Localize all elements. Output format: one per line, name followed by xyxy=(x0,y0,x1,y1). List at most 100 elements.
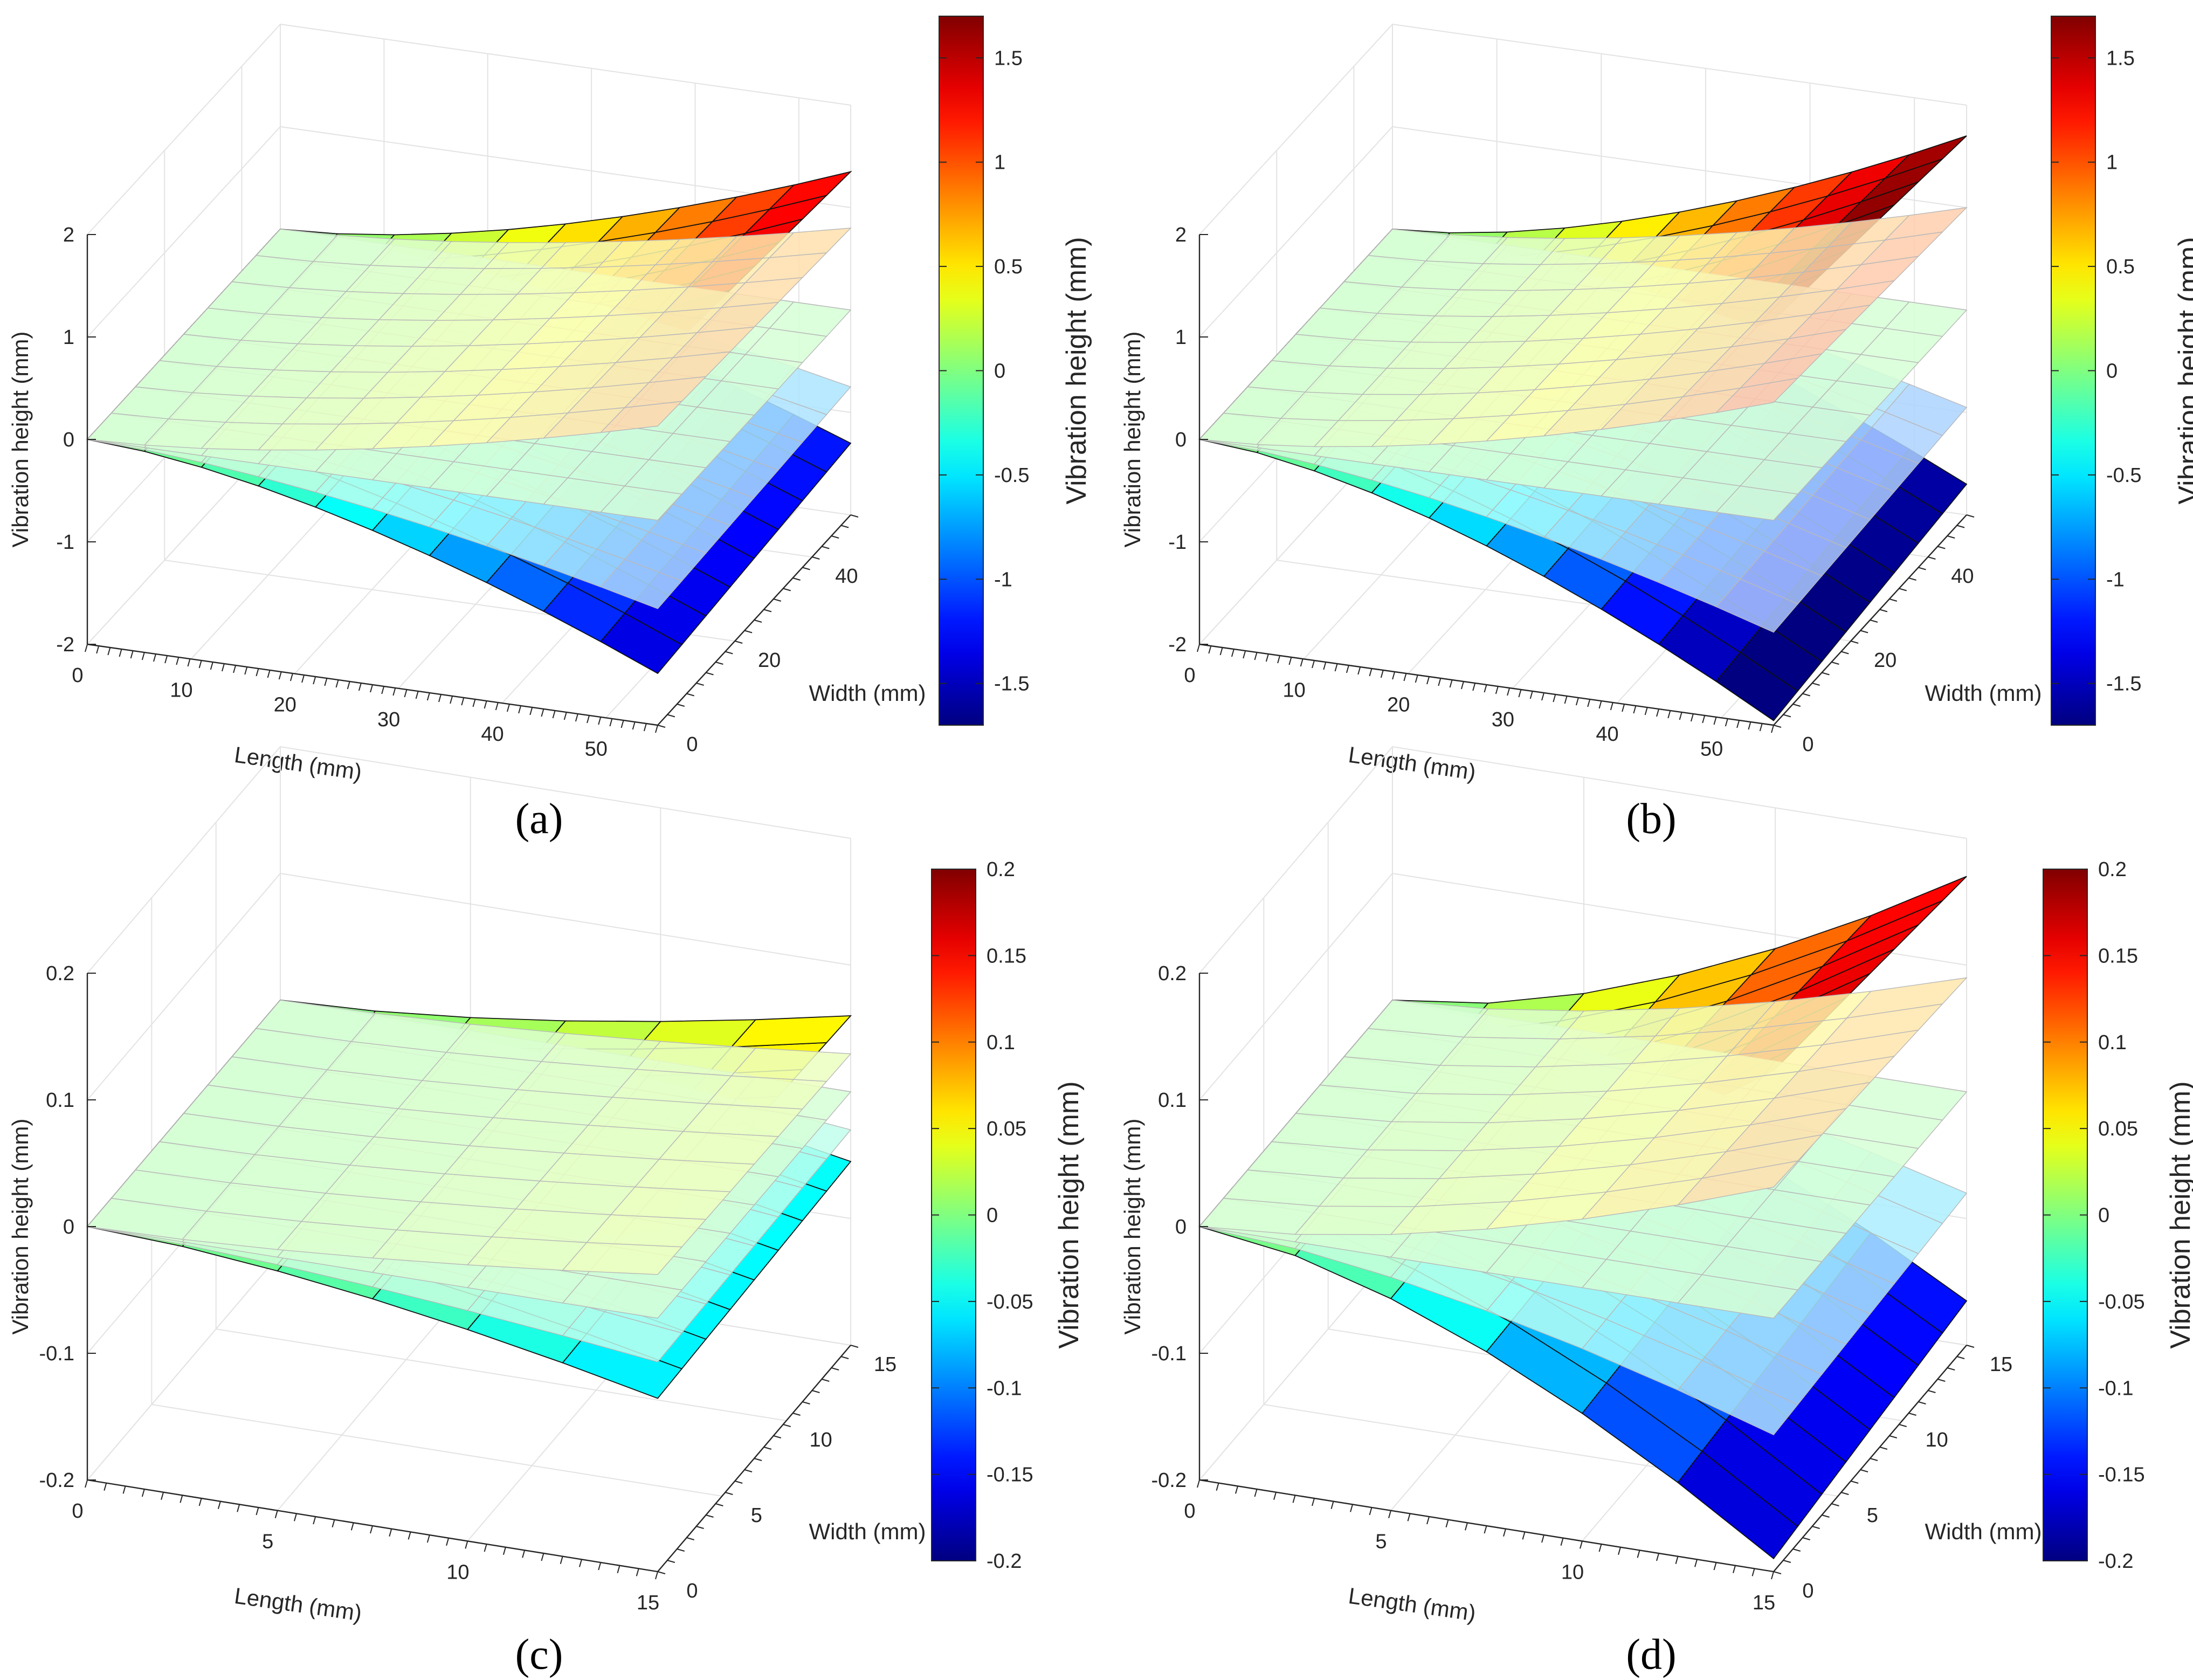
colorbar-tick-label: 0 xyxy=(2106,360,2118,383)
x-tick-label: 20 xyxy=(274,694,296,717)
y-minor-tick xyxy=(715,1503,723,1506)
y-minor-tick xyxy=(677,1548,685,1552)
y-minor-tick xyxy=(1870,619,1878,623)
x-tick-label: 15 xyxy=(1753,1592,1775,1614)
surface-patch xyxy=(769,301,852,337)
y-minor-tick xyxy=(822,1379,830,1382)
x-minor-tick xyxy=(1369,1507,1373,1516)
x-minor-tick xyxy=(1292,1495,1296,1503)
x-minor-tick xyxy=(1460,681,1464,690)
y-minor-tick xyxy=(657,725,666,728)
y-minor-tick xyxy=(1831,1503,1839,1506)
y-minor-tick xyxy=(1822,1514,1830,1518)
colorbar-tick-label: -0.05 xyxy=(987,1291,1033,1313)
x-minor-tick xyxy=(256,1507,259,1516)
x-minor-tick xyxy=(587,715,590,724)
x-minor-tick xyxy=(1312,660,1315,669)
y-minor-tick xyxy=(1899,1424,1907,1427)
x-minor-tick xyxy=(522,1550,526,1558)
x-tick-label: 50 xyxy=(585,738,608,760)
x-minor-tick xyxy=(1667,710,1671,719)
x-minor-tick xyxy=(358,683,362,691)
x-minor-tick xyxy=(472,699,476,707)
colorbar: -1.5 -1 -0.5 0 0.5 1 1.5 Vibration height (mm) xyxy=(939,16,1092,726)
x-minor-tick xyxy=(1503,1528,1506,1537)
y-axis-label: Width (mm) xyxy=(1925,1519,2042,1544)
y-minor-tick xyxy=(1831,662,1839,665)
z-tick-label: -2 xyxy=(56,634,74,656)
x-tick-label: 50 xyxy=(1700,738,1723,760)
x-tick-label: 10 xyxy=(446,1561,469,1583)
panel-label-a: (a) xyxy=(515,795,563,843)
x-tick-label: 15 xyxy=(637,1592,659,1614)
z-tick-label: 0.1 xyxy=(46,1089,74,1112)
x-minor-tick xyxy=(141,1489,145,1497)
x-minor-tick xyxy=(1323,662,1327,670)
y-minor-tick xyxy=(792,577,801,581)
x-minor-tick xyxy=(187,658,191,667)
y-minor-tick xyxy=(686,1537,694,1540)
x-minor-tick xyxy=(636,1568,639,1576)
x-minor-tick xyxy=(1733,1565,1736,1573)
y-minor-tick xyxy=(1841,1492,1849,1495)
x-minor-tick xyxy=(1219,647,1223,656)
y-minor-tick xyxy=(1879,609,1888,612)
y-minor-tick xyxy=(744,630,753,634)
y-minor-tick xyxy=(773,1435,782,1438)
y-minor-tick xyxy=(696,683,704,686)
x-minor-tick xyxy=(1771,725,1774,733)
x-minor-tick xyxy=(1713,717,1717,725)
x-minor-tick xyxy=(495,702,499,711)
x-minor-tick xyxy=(1522,1532,1526,1540)
x-minor-tick xyxy=(1598,1544,1602,1552)
x-minor-tick xyxy=(278,671,282,680)
x-minor-tick xyxy=(1675,1556,1679,1564)
surface-patch xyxy=(730,1015,852,1048)
colorbar-tick-label: 0.5 xyxy=(2106,256,2135,278)
x-minor-tick xyxy=(324,678,328,686)
z-tick-label: 0.2 xyxy=(46,962,74,985)
x-minor-tick xyxy=(301,674,305,683)
colorbar-tick-label: -0.5 xyxy=(2106,464,2141,487)
y-minor-tick xyxy=(734,1481,743,1484)
x-minor-tick xyxy=(1254,652,1258,660)
x-minor-tick xyxy=(1231,649,1235,657)
colorbar-tick-label: 0.5 xyxy=(994,256,1023,278)
x-axis-label: Length (mm) xyxy=(233,742,363,785)
x-minor-tick xyxy=(1472,683,1476,691)
x-minor-tick xyxy=(210,662,213,670)
colorbar-tick-label: 0.2 xyxy=(2098,858,2127,881)
y-tick-label: 15 xyxy=(1990,1353,2012,1376)
z-tick-label: 1 xyxy=(63,326,74,349)
x-tick-label: 40 xyxy=(481,723,504,746)
x-minor-tick xyxy=(1197,1479,1200,1488)
x-minor-tick xyxy=(518,705,522,714)
x-minor-tick xyxy=(85,644,88,652)
y-minor-tick xyxy=(1889,598,1898,602)
x-minor-tick xyxy=(1507,687,1511,696)
y-minor-tick xyxy=(744,1469,753,1472)
y-tick-label: 20 xyxy=(1874,649,1897,672)
grid-line-z xyxy=(87,746,851,974)
y-minor-tick xyxy=(763,609,772,612)
colorbar-tick-label: 0.15 xyxy=(987,945,1026,967)
z-tick-label: -0.1 xyxy=(1151,1342,1187,1365)
x-minor-tick xyxy=(502,1547,506,1555)
y-minor-tick xyxy=(831,535,839,539)
x-axis-label: Length (mm) xyxy=(1347,742,1477,785)
x-minor-tick xyxy=(119,649,122,657)
x-minor-tick xyxy=(85,1479,88,1488)
x-minor-tick xyxy=(461,697,465,706)
x-minor-tick xyxy=(244,666,248,675)
y-minor-tick xyxy=(1956,1356,1965,1359)
x-minor-tick xyxy=(609,718,613,727)
y-minor-tick xyxy=(754,1458,762,1461)
z-tick-label: 0.1 xyxy=(1158,1089,1187,1112)
colorbar: -0.2 -0.15 -0.1 -0.05 0 0.05 0.1 0.15 0.2 Vibrati… xyxy=(2043,858,2193,1573)
y-tick-label: 10 xyxy=(810,1429,832,1451)
x-minor-tick xyxy=(161,1492,164,1500)
x-minor-tick xyxy=(1656,1553,1659,1561)
x-minor-tick xyxy=(153,653,156,662)
surface-patch xyxy=(1884,301,1968,337)
x-minor-tick xyxy=(1637,1550,1640,1558)
